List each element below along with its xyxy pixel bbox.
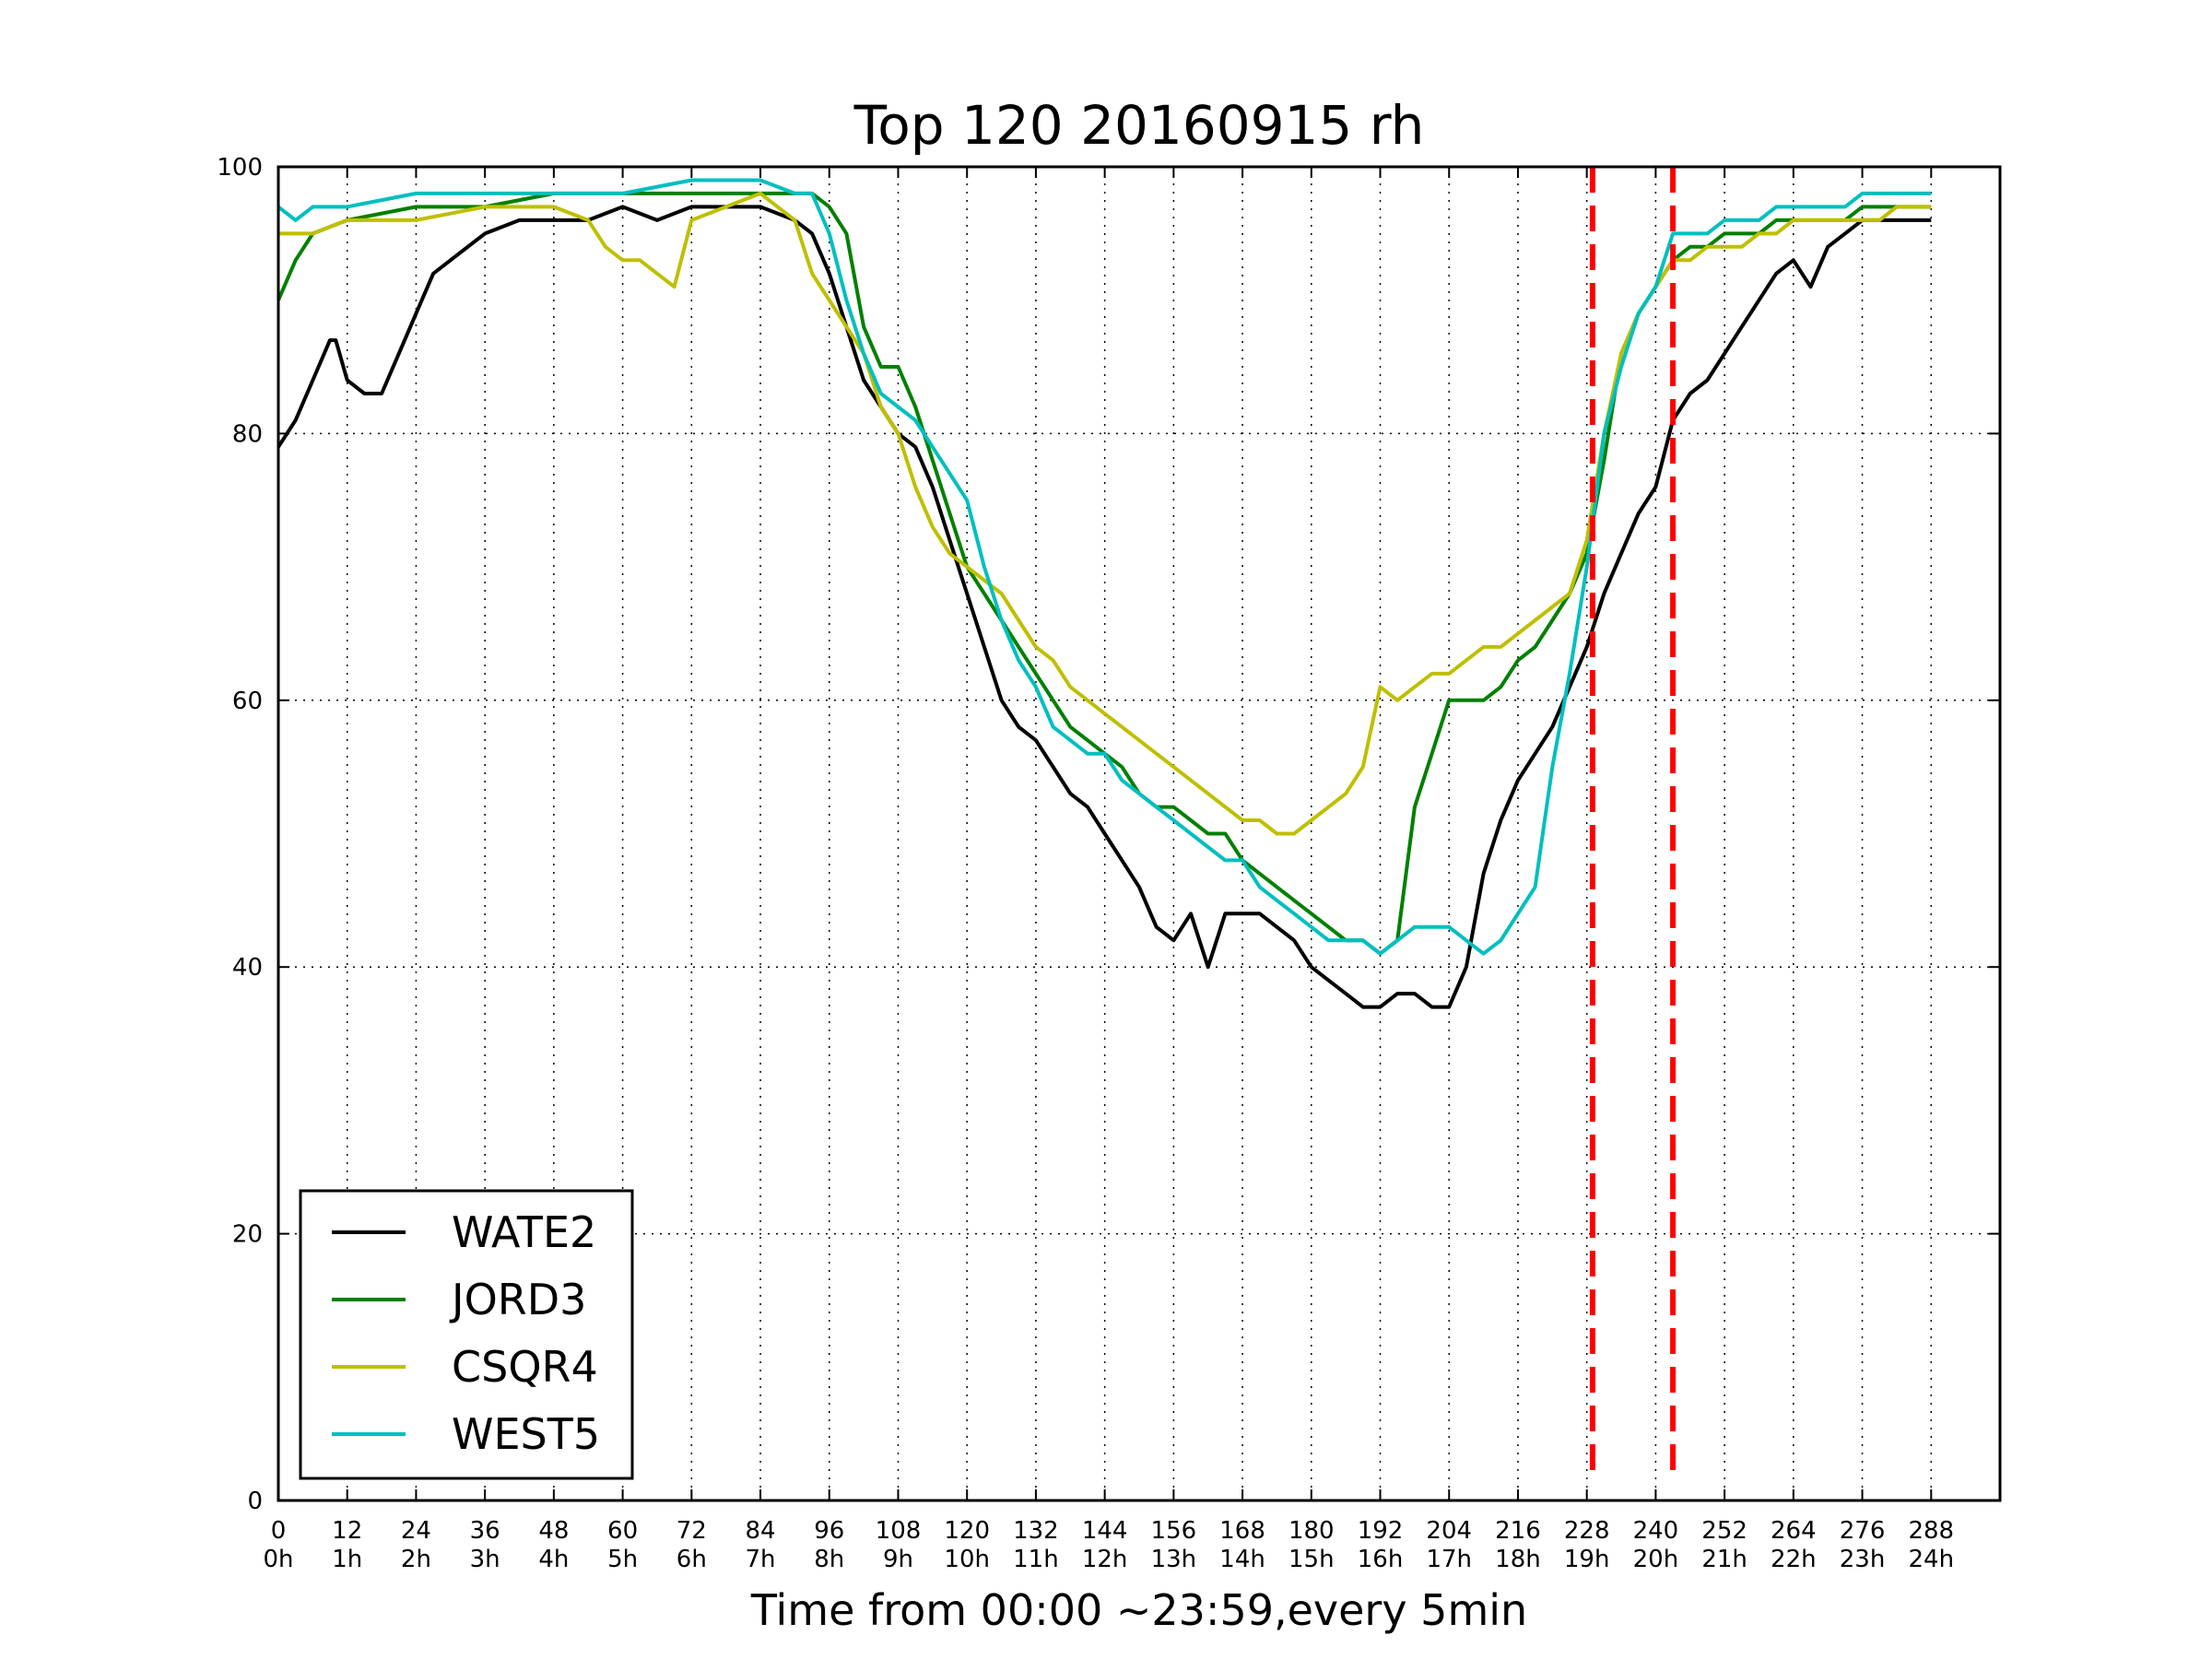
- x-tick-label: 96: [814, 1517, 844, 1545]
- x-tick-label: 276: [1840, 1517, 1886, 1545]
- x-tick-sublabel: 7h: [746, 1546, 776, 1573]
- x-tick-label: 48: [538, 1517, 569, 1545]
- x-tick-label: 72: [677, 1517, 707, 1545]
- series-line-west5: [276, 178, 1932, 956]
- x-tick-label: 204: [1426, 1517, 1472, 1545]
- x-tick-sublabel: 15h: [1288, 1546, 1335, 1573]
- x-tick-label: 12: [332, 1517, 362, 1545]
- series-layer: [276, 178, 1932, 1009]
- legend-label: WEST5: [452, 1409, 600, 1459]
- x-tick-sublabel: 5h: [607, 1546, 638, 1573]
- x-tick-label: 120: [944, 1517, 990, 1545]
- vertical-markers: [1589, 167, 1677, 1482]
- y-tick-label: 40: [232, 954, 263, 982]
- x-tick-sublabel: 20h: [1633, 1546, 1679, 1573]
- legend-label: WATE2: [452, 1207, 596, 1257]
- x-tick-sublabel: 2h: [401, 1546, 431, 1573]
- plot-frame: [276, 165, 2002, 1502]
- y-tick-label: 80: [232, 420, 263, 448]
- x-tick-label: 180: [1288, 1517, 1335, 1545]
- x-tick-sublabel: 21h: [1701, 1546, 1747, 1573]
- x-tick-sublabel: 12h: [1082, 1546, 1128, 1573]
- x-tick-label: 228: [1564, 1517, 1610, 1545]
- x-tick-sublabel: 6h: [677, 1546, 707, 1573]
- x-tick-label: 252: [1701, 1517, 1747, 1545]
- x-tick-sublabel: 18h: [1495, 1546, 1541, 1573]
- x-tick-sublabel: 14h: [1219, 1546, 1265, 1573]
- x-tick-label: 108: [876, 1517, 922, 1545]
- x-tick-sublabel: 9h: [883, 1546, 913, 1573]
- x-tick-sublabel: 22h: [1771, 1546, 1817, 1573]
- y-tick-label: 20: [232, 1221, 263, 1249]
- x-tick-sublabel: 4h: [538, 1546, 569, 1573]
- x-tick-sublabel: 23h: [1840, 1546, 1886, 1573]
- x-tick-sublabel: 1h: [332, 1546, 362, 1573]
- x-tick-sublabel: 11h: [1013, 1546, 1059, 1573]
- x-tick-label: 36: [470, 1517, 500, 1545]
- series-line-csqr4: [278, 191, 1932, 836]
- legend-label: JORD3: [449, 1275, 586, 1324]
- x-tick-sublabel: 13h: [1151, 1546, 1197, 1573]
- x-tick-sublabel: 16h: [1358, 1546, 1404, 1573]
- x-tick-label: 132: [1013, 1517, 1059, 1545]
- x-tick-label: 240: [1633, 1517, 1679, 1545]
- x-tick-label: 168: [1219, 1517, 1265, 1545]
- axis-ticks: 00h121h242h363h484h605h726h847h968h1089h…: [217, 154, 2000, 1573]
- x-tick-label: 192: [1358, 1517, 1404, 1545]
- y-tick-label: 100: [217, 154, 263, 182]
- x-axis-label: Time from 00:00 ~23:59,every 5min: [750, 1585, 1527, 1635]
- legend: WATE2 JORD3 CSQR4 WEST5: [299, 1189, 634, 1480]
- chart-title: Top 120 20160915 rh: [853, 94, 1425, 157]
- x-tick-label: 216: [1495, 1517, 1541, 1545]
- x-tick-label: 0: [271, 1517, 287, 1545]
- x-tick-sublabel: 0h: [263, 1546, 293, 1573]
- x-tick-sublabel: 24h: [1908, 1546, 1954, 1573]
- y-tick-label: 0: [247, 1488, 263, 1515]
- series-line-jord3: [276, 191, 1932, 956]
- x-tick-label: 156: [1151, 1517, 1197, 1545]
- x-tick-sublabel: 19h: [1564, 1546, 1610, 1573]
- x-tick-sublabel: 17h: [1426, 1546, 1472, 1573]
- series-line-wate2: [276, 205, 1932, 1009]
- x-tick-label: 84: [745, 1517, 775, 1545]
- x-tick-sublabel: 10h: [944, 1546, 990, 1573]
- x-tick-label: 144: [1082, 1517, 1128, 1545]
- x-tick-label: 60: [607, 1517, 638, 1545]
- y-tick-label: 60: [232, 688, 263, 715]
- x-tick-label: 24: [401, 1517, 431, 1545]
- x-tick-label: 264: [1771, 1517, 1817, 1545]
- x-tick-label: 288: [1908, 1517, 1954, 1545]
- legend-box: [299, 1189, 634, 1480]
- legend-label: CSQR4: [452, 1342, 598, 1392]
- x-tick-sublabel: 3h: [470, 1546, 500, 1573]
- x-tick-sublabel: 8h: [814, 1546, 844, 1573]
